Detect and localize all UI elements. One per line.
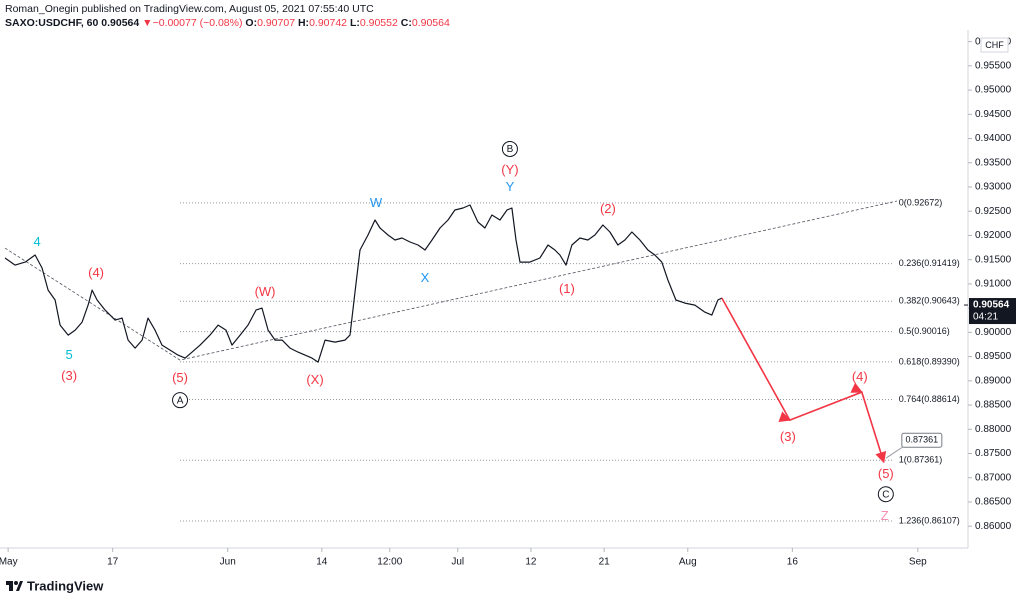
- countdown: 04:21: [973, 312, 998, 323]
- y-tick-label: 0.92500: [975, 206, 1012, 217]
- y-tick-label: 0.86500: [975, 497, 1012, 508]
- callout-pointer: [885, 445, 905, 459]
- wave-label: B: [507, 144, 514, 155]
- ohlc-l: 0.90552: [359, 17, 398, 29]
- y-tick-label: 0.90000: [975, 327, 1012, 338]
- fib-label: 0.236(0.91419): [899, 258, 960, 268]
- last-price: 0.90564: [101, 17, 140, 29]
- price-label: 0.90564: [973, 300, 1010, 311]
- ohlc-l-key: L:: [349, 17, 360, 29]
- wave-circle: [172, 392, 189, 409]
- wave-circle: [501, 140, 518, 157]
- y-tick-label: 0.94500: [975, 109, 1012, 120]
- ohlc-c-key: C:: [400, 17, 412, 29]
- wave-label: 5: [65, 347, 72, 362]
- fib-label: 1(0.87361): [899, 455, 943, 465]
- fib-label: 0(0.92672): [899, 197, 943, 207]
- x-tick-label: 16: [787, 557, 799, 568]
- wave-label: Y: [506, 179, 515, 194]
- fib-label: 0.618(0.89390): [899, 356, 960, 366]
- ohlc-h-key: H:: [297, 17, 310, 29]
- wave-label: X: [421, 270, 430, 285]
- y-tick-label: 0.89500: [975, 351, 1012, 362]
- wave-label: (2): [600, 201, 616, 216]
- fib-label: 0.382(0.90643): [899, 296, 960, 306]
- wave-label: (5): [878, 466, 894, 481]
- y-tick-label: 0.91000: [975, 279, 1012, 290]
- price-line: [4, 204, 723, 363]
- fib-label: 1.236(0.86107): [899, 515, 960, 525]
- projection: [721, 297, 887, 464]
- x-tick-label: 21: [599, 557, 611, 568]
- currency-box: [980, 37, 1009, 53]
- wave-label: (5): [172, 370, 188, 385]
- wave-label: (X): [306, 372, 323, 387]
- x-tick-label: 17: [107, 557, 119, 568]
- wave-label: (4): [88, 265, 104, 280]
- logo: [6, 581, 23, 591]
- y-tick-label: 0.87000: [975, 472, 1012, 483]
- y-tick-label: 0.88000: [975, 424, 1012, 435]
- y-tick-label: 0.93500: [975, 157, 1012, 168]
- publish-line: Roman_Onegin published on TradingView.co…: [5, 3, 374, 15]
- symbol-line: SAXO:USDCHF, 60 0.90564 ▼−0.00077 (−0.08…: [5, 16, 450, 30]
- trendline: [4, 200, 897, 361]
- x-tick-label: 14: [316, 557, 328, 568]
- y-tick-label: 0.88500: [975, 400, 1012, 411]
- callout-box: [901, 432, 943, 448]
- wave-label: (4): [852, 369, 868, 384]
- y-tick-label: 0.91500: [975, 254, 1012, 265]
- ohlc-c: 0.90564: [411, 17, 450, 29]
- wave-label: Z: [881, 508, 889, 523]
- y-tick-label: 0.93000: [975, 182, 1012, 193]
- x-tick-label: Aug: [679, 557, 697, 568]
- y-tick-label: 0.89000: [975, 375, 1012, 386]
- x-tick-label: Sep: [909, 557, 927, 568]
- fib-label: 0.764(0.88614): [899, 394, 960, 404]
- symbol: SAXO:USDCHF, 60: [5, 17, 99, 29]
- change: −0.00077 (−0.08%): [152, 17, 243, 29]
- wave-label: W: [370, 195, 383, 210]
- wave-label: C: [882, 489, 889, 500]
- y-tick-label: 0.87500: [975, 448, 1012, 459]
- y-tick-label: 0.94000: [975, 133, 1012, 144]
- wave-label: (1): [559, 281, 575, 296]
- x-tick-label: 12:00: [377, 557, 402, 568]
- price-label-box: [969, 298, 1016, 325]
- ohlc-o-key: O:: [245, 17, 258, 29]
- brand: TradingView: [27, 578, 104, 593]
- wave-label: (Y): [501, 162, 518, 177]
- wave-label: A: [177, 395, 184, 406]
- wave-label: (W): [255, 284, 276, 299]
- ohlc-o: 0.90707: [257, 17, 296, 29]
- y-tick-label: 0.92000: [975, 230, 1012, 241]
- y-tick-label: 0.95500: [975, 60, 1012, 71]
- x-tick-label: Jun: [220, 557, 236, 568]
- header: Roman_Onegin published on TradingView.co…: [5, 2, 450, 30]
- wave-label: 4: [33, 234, 40, 249]
- y-tick-label: 0.95000: [975, 85, 1012, 96]
- wave-label: (3): [61, 368, 77, 383]
- wave-circle: [877, 486, 894, 503]
- fib-label: 0.5(0.90016): [899, 326, 950, 336]
- ohlc-h: 0.90742: [309, 17, 348, 29]
- down-arrow: ▼: [142, 17, 153, 29]
- x-tick-label: 12: [525, 557, 537, 568]
- y-tick-label: 0.86000: [975, 521, 1012, 532]
- callout-label: 0.87361: [906, 435, 939, 445]
- currency: CHF: [985, 40, 1004, 50]
- wave-label: (3): [780, 429, 796, 444]
- x-tick-label: May: [0, 557, 18, 568]
- x-tick-label: Jul: [451, 557, 464, 568]
